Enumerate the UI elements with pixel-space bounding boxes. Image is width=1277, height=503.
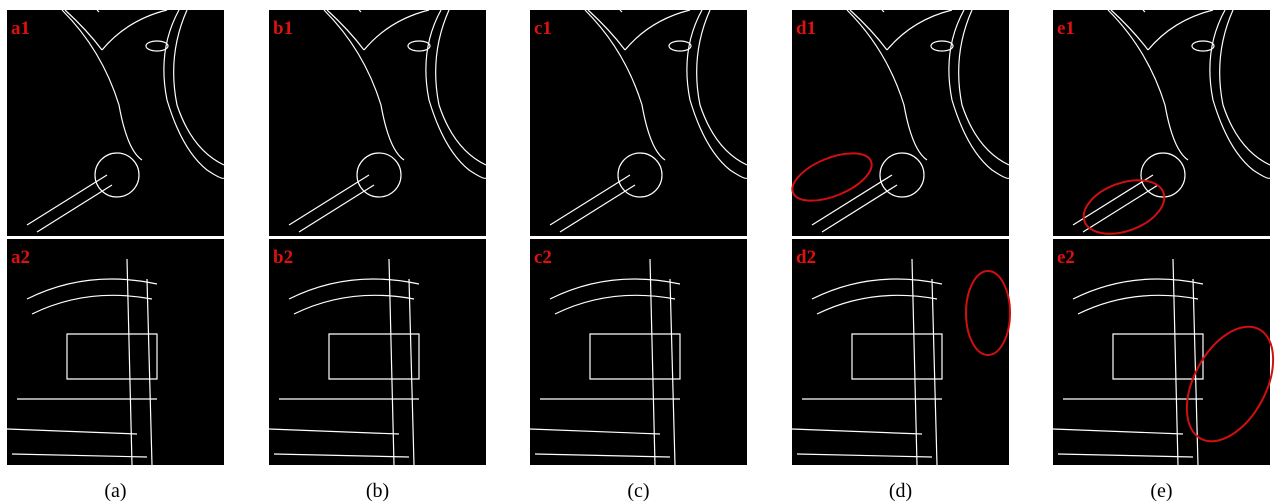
caption: (a) <box>104 480 126 502</box>
panel-label: b1 <box>273 18 293 39</box>
panel-label: d1 <box>796 18 816 39</box>
image-panel <box>269 10 486 236</box>
panel-label: c1 <box>534 18 552 39</box>
caption: (d) <box>889 480 912 502</box>
image-panel <box>792 10 1009 236</box>
image-panel <box>530 239 747 465</box>
image-panel <box>1053 10 1270 236</box>
panels: a1 a2 (a) b1 b2 (b) c1 c2 (c) d1 d2 (d) e1 e2 (e) <box>7 10 1270 502</box>
panel-label: d2 <box>796 247 816 268</box>
panel-label: e1 <box>1057 18 1075 39</box>
figure: a1 a2 (a) b1 b2 (b) c1 c2 (c) d1 d2 (d) e1 e2 (e) <box>0 0 1277 503</box>
image-panel <box>269 239 486 465</box>
caption: (b) <box>366 480 389 502</box>
image-panel <box>7 239 224 465</box>
panel-label: a1 <box>11 18 30 39</box>
panel-label: e2 <box>1057 247 1075 268</box>
caption: (e) <box>1150 480 1172 502</box>
panel-label: b2 <box>273 247 293 268</box>
image-panel <box>7 10 224 236</box>
caption: (c) <box>627 480 649 502</box>
panel-label: a2 <box>11 247 30 268</box>
image-panel <box>792 239 1009 465</box>
image-panel <box>530 10 747 236</box>
panel-label: c2 <box>534 247 552 268</box>
